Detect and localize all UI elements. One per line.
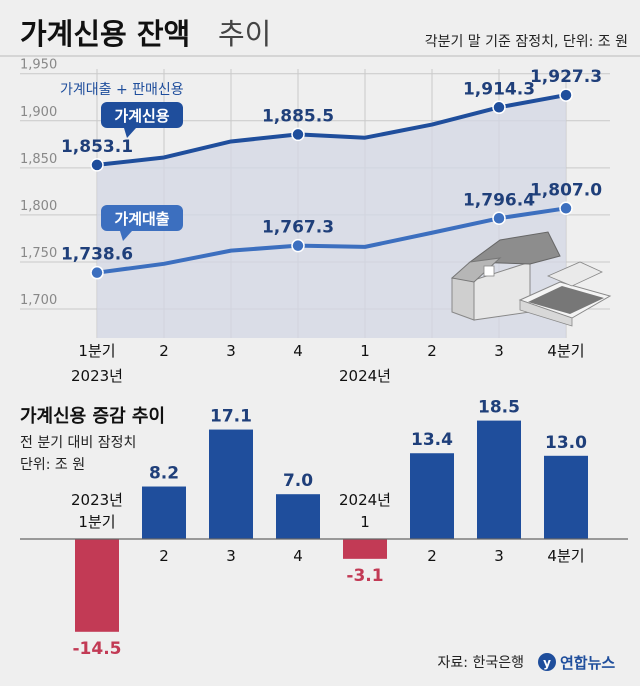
bar-chart-title: 가계신용 증감 추이 [20,406,165,427]
x-tick-label: 4분기 [547,342,584,360]
data-label: 1,807.0 [530,180,602,200]
bar-chart-bars [75,420,588,632]
y-tick-label: 1,800 [20,199,57,214]
bar [276,494,320,539]
y-tick-label: 1,850 [20,152,57,167]
source-note: 자료: 한국은행 [438,655,524,671]
bar-category-label: 2 [159,547,169,565]
year-label-2024: 2024년 [339,367,391,385]
bar-category-label: 2 [427,547,437,565]
data-label: 1,885.5 [262,106,334,126]
line-chart-y-axis: 1,950 1,900 1,850 1,800 1,750 1,700 [20,58,57,308]
callout-household-loans: 가계대출 [101,205,183,241]
x-tick-label: 3 [226,342,236,360]
bar-value-label: 13.0 [545,433,587,453]
data-label: 1,927.3 [530,67,602,87]
x-tick-label: 2 [159,342,169,360]
bar-value-label: -14.5 [73,639,122,659]
data-point [492,100,506,115]
bar [75,539,119,632]
page-title-light: 추이 [218,17,271,51]
data-point [291,127,305,142]
x-tick-label: 2 [427,342,437,360]
bar-category-label: 3 [494,547,504,565]
y-tick-label: 1,900 [20,105,57,120]
bar-chart-category-labels: 2023년 1분기 2 3 4 2024년 1 2 3 4분기 [71,491,585,565]
unit-subtitle: 각분기 말 기준 잠정치, 단위: 조 원 [425,34,628,50]
bar-category-label: 3 [226,547,236,565]
bar-chart-value-labels: -14.5 8.2 17.1 7.0 -3.1 13.4 18.5 13.0 [73,398,588,659]
callout-household-credit: 가계신용 [101,102,183,138]
x-tick-label: 1 [360,342,370,360]
bar [410,453,454,539]
bar-value-label: -3.1 [346,566,383,586]
bar [209,429,253,539]
bar-chart-subtitle-2: 단위: 조 원 [20,457,85,473]
logo-text: 연합뉴스 [560,654,615,672]
callout-household-credit-label: 가계신용 [114,107,169,125]
bar-category-label: 4 [293,547,303,565]
callout-household-loans-label: 가계대출 [114,210,169,228]
bar-value-label: 7.0 [283,471,313,491]
line-chart-x-axis: 1분기 2 3 4 1 2 3 4분기 [78,342,584,360]
page-title: 가계신용 잔액 [20,17,190,51]
data-point [492,211,506,226]
series-note: 가계대출 + 판매신용 [60,82,184,98]
bar-category-label: 1 [360,513,370,531]
y-tick-label: 1,750 [20,246,57,261]
x-tick-label: 4 [293,342,303,360]
bar-value-label: 18.5 [478,398,520,418]
bar-category-label: 1분기 [78,513,115,531]
bar-category-label: 2024년 [339,491,391,509]
bar [142,486,186,539]
x-tick-label: 3 [494,342,504,360]
bar [477,420,521,539]
y-tick-label: 1,700 [20,293,57,308]
data-label: 1,853.1 [61,137,133,157]
yonhap-logo: y 연합뉴스 [538,653,615,672]
bar-chart-subtitle-1: 전 분기 대비 잠정치 [20,435,136,451]
data-label: 1,796.4 [463,190,535,210]
bar-category-label: 2023년 [71,491,123,509]
bar [544,455,588,539]
line-chart-series [90,88,573,280]
data-label: 1,767.3 [262,218,334,238]
bar [343,539,387,559]
house-illustration [450,231,612,327]
series-line-0 [96,93,567,167]
data-point [559,88,573,102]
bar-category-label: 4분기 [547,547,584,565]
x-tick-label: 1분기 [78,342,115,360]
line-chart-data-labels: 1,853.1 1,885.5 1,914.31,927.3 1,738.6 1,767… [61,67,602,265]
series-area-fill [97,95,566,338]
logo-mark-glyph: y [543,656,551,670]
data-point [291,238,305,253]
year-label-2023: 2023년 [71,367,123,385]
data-point [90,158,104,172]
data-label: 1,914.3 [463,79,535,99]
series-line-1 [96,206,567,275]
data-point [559,201,573,216]
data-point [90,265,104,280]
data-label: 1,738.6 [61,245,133,265]
bar-value-label: 13.4 [411,430,453,450]
bar-value-label: 8.2 [149,464,179,484]
bar-value-label: 17.1 [210,407,252,427]
line-chart-area [97,95,566,338]
y-tick-label: 1,950 [20,58,57,73]
